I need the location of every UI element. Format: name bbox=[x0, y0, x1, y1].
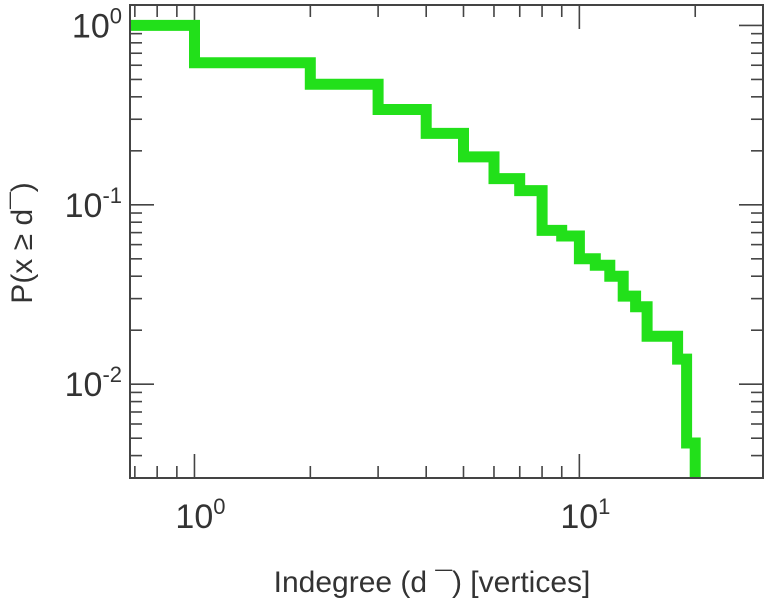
plot-frame bbox=[129, 4, 764, 479]
series-line-0 bbox=[130, 19, 701, 478]
y-tick-label: 10-2 bbox=[65, 362, 122, 404]
x-tick-label: 101 bbox=[560, 494, 610, 536]
axis-ticks bbox=[130, 5, 764, 479]
y-tick-label: 100 bbox=[72, 3, 122, 45]
tick-labels: 100 101 100 10-1 10-2 bbox=[65, 3, 611, 536]
y-tick-label: 10-1 bbox=[65, 183, 122, 225]
x-axis-label: Indegree (d ¯) [vertices] bbox=[274, 566, 591, 599]
x-tick-label: 100 bbox=[175, 494, 225, 536]
y-axis-label: P(x ≥ d¯) bbox=[6, 182, 39, 303]
series-layer bbox=[130, 19, 701, 478]
